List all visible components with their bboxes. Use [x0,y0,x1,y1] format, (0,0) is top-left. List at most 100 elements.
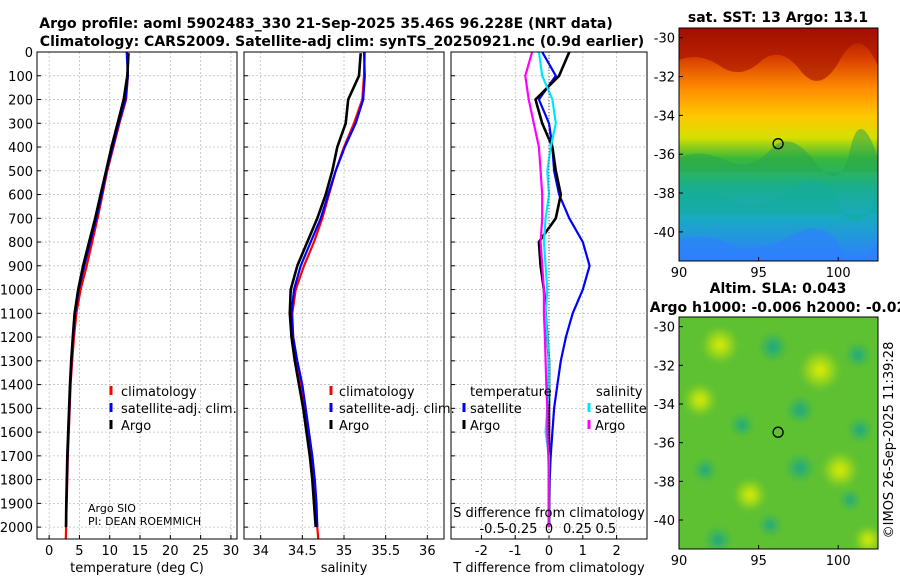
x-tick-label: -2 [475,544,488,559]
y-tick-label: 1900 [0,497,33,512]
legend-label: satellite [470,402,522,417]
difference-panel: -2 -1 0 1 2 T difference from climatology S di… [450,51,648,576]
s-tick-label: 0.25 [563,522,592,537]
x-tick-label: 25 [192,544,209,559]
legend-label: satellite [595,402,647,417]
series-line-argo [64,53,130,528]
series-line-s-argo [524,52,551,528]
map-y-tick-label: -30 [654,32,675,47]
x-tick-label: 15 [132,544,149,559]
series-line-satellite-adj--clim- [290,52,366,528]
map-x-tick-label: 90 [671,554,688,569]
s-tick-label: -0.5 [479,522,504,537]
imos-credit: ©IMOS 26-Sep-2025 11:39:28 [882,342,897,539]
x-tick-label: 20 [162,544,179,559]
x-tick-label: 1 [579,544,587,559]
sla-map-title-line1: Altim. SLA: 0.043 [710,281,847,297]
x-axis-label: temperature (deg C) [70,561,204,576]
y-tick-label: 100 [8,70,33,85]
annotation-institution: Argo SIO [88,502,136,515]
legend-label: Argo [339,419,369,434]
series-line-s-satellite [537,52,557,528]
y-tick-label: 400 [8,141,33,156]
map-x-tick-label: 100 [826,266,851,281]
sla-map-frame [678,316,879,550]
y-tick-label: 1400 [0,379,33,394]
figure-title-line1: Argo profile: aoml 5902483_330 21-Sep-20… [39,16,613,32]
sst-map-axes: 90 95 100 -30 -32 -34 -36 -38 -40 [654,32,851,281]
map-y-tick-label: -38 [654,475,675,490]
x-tick-label: 2 [612,544,620,559]
x-axis-label: T difference from climatology [452,561,645,576]
sst-map-frame [678,27,879,262]
x-tick-label: 0 [45,544,53,559]
temperature-panel: 0 5 10 15 20 25 30 temperature (deg C) 0 100 200 30… [0,46,239,576]
x-tick-label: 0 [545,544,553,559]
sst-cold-band [679,228,878,261]
map-y-tick-label: -30 [654,321,675,336]
legend-label: satellite-adj. clim. [339,402,455,417]
x-tick-label: 35 [336,544,353,559]
argo-location-marker-sst [772,138,784,150]
legend-label: Argo [121,419,151,434]
map-y-tick-label: -34 [654,398,675,413]
legend-label: climatology [121,385,197,400]
argo-location-marker-sla [772,426,784,438]
y-tick-label: 1500 [0,402,33,417]
x-tick-label: 36 [419,544,436,559]
x-tick-label: 34.5 [288,544,317,559]
legend-title-temperature: temperature [470,385,552,400]
sla-map-panel: Altim. SLA: 0.043 Argo h1000: -0.006 h20… [650,281,900,569]
y-tick-label: 1200 [0,331,33,346]
sla-map-axes: 90 95 100 -30 -32 -34 -36 -38 -40 [654,321,851,569]
map-x-tick-label: 95 [750,266,767,281]
legend-label: Argo [595,419,625,434]
x-tick-label: 30 [223,544,240,559]
y-tick-label: 1300 [0,355,33,370]
sst-front-band [679,128,878,177]
map-x-tick-label: 95 [750,554,767,569]
y-tick-label: 1100 [0,307,33,322]
y-tick-label: 900 [8,260,33,275]
map-y-tick-label: -32 [654,359,675,374]
sst-map-title: sat. SST: 13 Argo: 13.1 [688,10,868,26]
y-tick-label: 1000 [0,284,33,299]
sst-map-panel: sat. SST: 13 Argo: 13.1 90 95 100 -30 -32 -34… [654,10,879,281]
map-y-tick-label: -36 [654,437,675,452]
plot-frame [36,51,238,540]
y-tick-label: 500 [8,165,33,180]
map-y-tick-label: -34 [654,109,675,124]
x-tick-label: -1 [509,544,522,559]
legend-label: satellite-adj. clim. [121,402,237,417]
sst-cool-band [679,180,878,223]
annotation-pi: PI: DEAN ROEMMICH [88,515,201,528]
x-tick-label: 10 [101,544,118,559]
y-tick-label: 800 [8,236,33,251]
y-tick-label: 600 [8,189,33,204]
legend-title-salinity: salinity [596,385,643,400]
y-tick-label: 700 [8,212,33,227]
x-axis-label: salinity [321,561,368,576]
salinity-panel: 34 34.5 35 35.5 36 salinity climatology satelli… [243,51,455,576]
legend-label: climatology [339,385,415,400]
map-x-tick-label: 90 [671,266,688,281]
sst-warm-band [679,28,878,81]
series-group [524,52,591,528]
y-tick-label: 2000 [0,521,33,536]
series-line-t-satellite [537,52,591,528]
s-tick-label: 0 [545,522,553,537]
map-y-tick-label: -40 [654,226,675,241]
legend-label: Argo [470,419,500,434]
y-tick-label: 1600 [0,426,33,441]
y-tick-label: 200 [8,94,33,109]
y-tick-label: 300 [8,117,33,132]
map-y-tick-label: -32 [654,71,675,86]
y-tick-label: 1700 [0,450,33,465]
s-tick-label: -0.25 [504,522,538,537]
x-axis-label-top: S difference from climatology [453,506,645,521]
series-group [64,52,130,539]
x-tick-label: 5 [75,544,83,559]
sla-map-title-line2: Argo h1000: -0.006 h2000: -0.02 [650,300,900,316]
